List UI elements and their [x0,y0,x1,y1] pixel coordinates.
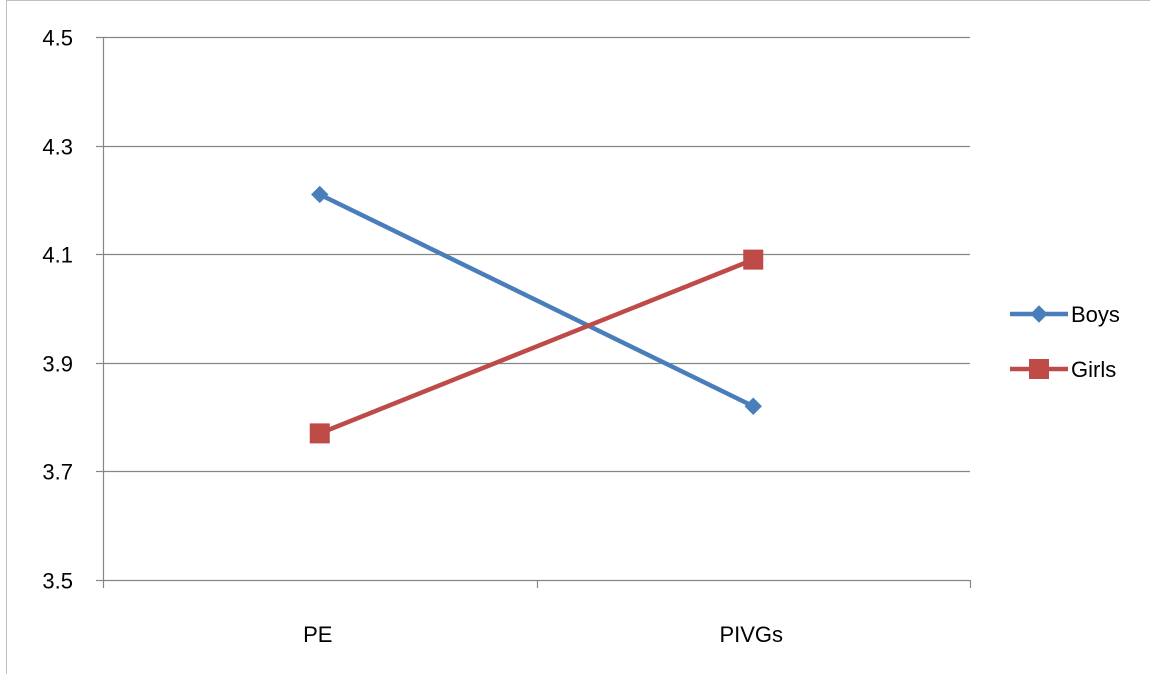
legend-marker-boys [1030,305,1048,323]
series-girls [309,249,764,444]
gridlines [103,36,970,473]
y-tick-label: 3.5 [42,569,73,594]
y-tick-label: 4.1 [42,243,73,268]
y-tick-label: 3.7 [42,460,73,485]
legend-label-girls: Girls [1071,357,1116,382]
legend-marker-girls [1029,359,1049,379]
series-line-boys [318,192,755,409]
series-boys [311,185,762,415]
data-point-boys-pe [311,185,329,204]
y-tick-label: 3.9 [42,352,73,377]
axes [96,36,972,588]
legend-entry-girls: Girls [1010,357,1116,382]
x-axis-category-labels: PE PIVGs [303,622,783,647]
y-tick-label: 4.5 [42,26,73,51]
legend: Boys Girls [1010,302,1120,382]
data-point-girls-pe [309,423,330,444]
data-series [309,185,764,444]
legend-label-boys: Boys [1071,302,1120,327]
legend-entry-boys: Boys [1010,302,1120,327]
data-point-boys-pivgs [744,397,762,415]
series-line-girls [318,257,755,436]
data-point-girls-pivgs [743,249,764,270]
y-tick-label: 4.3 [42,135,73,160]
y-axis-tick-labels: 3.5 3.7 3.9 4.1 4.3 4.5 [42,26,73,594]
x-category-label-pivgs: PIVGs [719,622,783,647]
x-category-label-pe: PE [303,622,332,647]
